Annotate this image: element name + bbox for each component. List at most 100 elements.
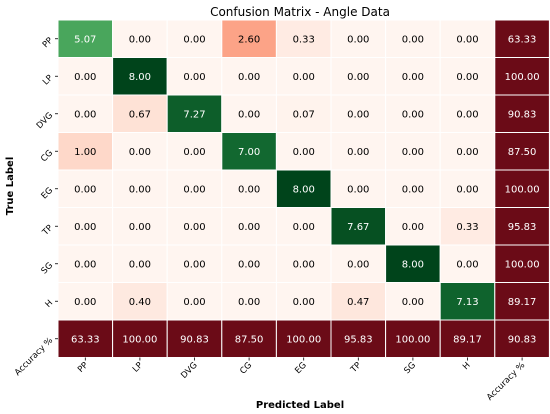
cell-value: 0.00 <box>183 222 205 233</box>
x-tick-label: CG <box>238 361 254 377</box>
cell-value: 0.00 <box>402 147 424 158</box>
cell-value: 0.00 <box>183 184 205 195</box>
heatmap-cell <box>385 244 441 283</box>
x-tick-label: TP <box>348 361 363 376</box>
heatmap-cell <box>330 169 387 208</box>
cell-value: 89.17 <box>508 297 537 308</box>
y-tick-label: Accuracy % <box>13 336 55 378</box>
cell-value: 0.00 <box>293 259 315 270</box>
heatmap-cell <box>275 207 332 246</box>
heatmap-cell <box>439 207 496 246</box>
cell-value: 100.00 <box>122 334 157 345</box>
heatmap-cell <box>166 94 223 133</box>
cell-value: 63.33 <box>71 334 100 345</box>
heatmap-cell <box>166 57 223 96</box>
cell-value: 1.00 <box>74 147 96 158</box>
cell-value: 0.00 <box>74 222 96 233</box>
cell-value: 90.83 <box>508 334 537 345</box>
cell-value: 0.00 <box>183 259 205 270</box>
cell-value: 0.00 <box>456 72 478 83</box>
heatmap-cell <box>330 19 387 58</box>
heatmap-cell <box>275 57 332 96</box>
x-tick-label: Accuracy % <box>485 361 527 403</box>
cell-value: 0.00 <box>402 184 424 195</box>
cell-value: 0.00 <box>238 72 260 83</box>
heatmap-cell <box>112 207 168 246</box>
x-tick-label: PP <box>76 361 90 375</box>
heatmap-cell <box>221 207 277 246</box>
heatmap-cell <box>57 319 114 358</box>
cell-value: 95.83 <box>508 222 537 233</box>
heatmap-cell <box>275 282 332 321</box>
cell-value: 0.00 <box>402 34 424 45</box>
cell-value: 0.00 <box>293 222 315 233</box>
cell-value: 89.17 <box>453 334 482 345</box>
cell-value: 0.00 <box>293 72 315 83</box>
heatmap-cell <box>330 282 387 321</box>
y-axis-label: True Label <box>5 157 16 216</box>
heatmap-cell <box>57 169 114 208</box>
cell-value: 0.00 <box>183 34 205 45</box>
heatmap-cell <box>494 132 550 171</box>
cell-value: 0.00 <box>402 222 424 233</box>
y-tick-label: LP <box>41 73 55 87</box>
heatmap-cell <box>494 319 550 358</box>
y-tick-label: TP <box>40 223 55 238</box>
heatmap-cell <box>57 132 114 171</box>
heatmap-cell <box>112 19 168 58</box>
cell-value: 7.27 <box>183 109 205 120</box>
heatmap-cell <box>57 19 114 58</box>
heatmap-cell <box>112 94 168 133</box>
heatmap-cell <box>494 94 550 133</box>
cell-value: 0.00 <box>129 147 151 158</box>
cell-value: 0.00 <box>74 72 96 83</box>
cell-value: 0.00 <box>183 72 205 83</box>
heatmap-cell <box>275 244 332 283</box>
cell-value: 7.00 <box>238 147 260 158</box>
heatmap-cell <box>494 169 550 208</box>
cell-value: 7.13 <box>456 297 478 308</box>
cell-value: 100.00 <box>286 334 321 345</box>
cell-value: 100.00 <box>505 184 540 195</box>
cell-value: 0.00 <box>238 259 260 270</box>
heatmap-cell <box>494 282 550 321</box>
cell-value: 0.00 <box>347 147 369 158</box>
cell-value: 0.00 <box>74 259 96 270</box>
cell-value: 0.47 <box>347 297 369 308</box>
heatmap-cell <box>57 282 114 321</box>
y-tick-label: EG <box>40 186 56 202</box>
x-tick-label: EG <box>293 361 309 377</box>
heatmap-cell <box>221 169 277 208</box>
heatmap-cell <box>166 169 223 208</box>
cell-value: 0.00 <box>402 297 424 308</box>
y-tick-label: PP <box>41 36 55 50</box>
cell-value: 100.00 <box>505 72 540 83</box>
cell-value: 0.00 <box>129 259 151 270</box>
heatmap-cell <box>166 319 223 358</box>
cell-value: 0.67 <box>129 109 151 120</box>
heatmap-cell <box>221 94 277 133</box>
cell-value: 0.00 <box>347 184 369 195</box>
heatmap-cell <box>494 207 550 246</box>
heatmap-cell <box>221 319 277 358</box>
heatmap-cell <box>57 244 114 283</box>
cell-value: 2.60 <box>238 34 260 45</box>
cell-value: 0.00 <box>74 184 96 195</box>
cell-value: 0.00 <box>402 109 424 120</box>
cell-value: 0.00 <box>74 109 96 120</box>
cell-value: 0.00 <box>347 109 369 120</box>
cell-value: 0.40 <box>129 297 151 308</box>
cell-value: 0.00 <box>238 184 260 195</box>
heatmap-cell <box>57 57 114 96</box>
heatmap-cell <box>275 319 332 358</box>
chart-title: Confusion Matrix - Angle Data <box>210 5 390 19</box>
y-tick-label: CG <box>39 148 55 164</box>
cell-value: 100.00 <box>395 334 430 345</box>
y-tick-labels: PP LP DVG CG EG TP SG H Accuracy % <box>13 36 58 378</box>
cell-value: 0.00 <box>456 259 478 270</box>
cell-value: 0.00 <box>456 147 478 158</box>
cell-value: 0.00 <box>238 109 260 120</box>
heatmap-cell <box>112 132 168 171</box>
y-tick-label: H <box>44 298 56 310</box>
